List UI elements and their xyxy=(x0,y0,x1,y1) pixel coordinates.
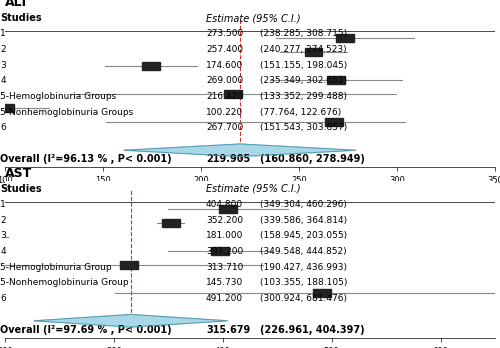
Text: 352.200: 352.200 xyxy=(206,216,243,224)
Bar xyxy=(328,77,345,84)
Text: 491.200: 491.200 xyxy=(206,294,243,303)
Text: 267.700: 267.700 xyxy=(206,124,243,132)
Text: (190.427, 436.993): (190.427, 436.993) xyxy=(260,263,347,271)
Bar xyxy=(0,104,14,112)
Text: 257.400: 257.400 xyxy=(206,45,243,54)
Text: Estimate (95% C.I.): Estimate (95% C.I.) xyxy=(206,184,300,194)
Text: 4: 4 xyxy=(0,77,6,85)
Polygon shape xyxy=(124,144,356,157)
Text: (226.961, 404.397): (226.961, 404.397) xyxy=(260,325,364,335)
Bar xyxy=(162,219,180,227)
Text: (77.764, 122.676): (77.764, 122.676) xyxy=(260,108,341,117)
Text: Overall (I²=96.13 % , P< 0.001): Overall (I²=96.13 % , P< 0.001) xyxy=(0,154,172,164)
Bar xyxy=(314,289,331,297)
Text: (339.586, 364.814): (339.586, 364.814) xyxy=(260,216,347,224)
Text: 2: 2 xyxy=(0,216,6,224)
Text: (235.349, 302.651): (235.349, 302.651) xyxy=(260,77,347,85)
Polygon shape xyxy=(34,315,228,327)
Bar xyxy=(211,247,228,255)
Text: AST: AST xyxy=(5,167,32,180)
Text: 404.800: 404.800 xyxy=(206,200,243,209)
Text: Estimate (95% C.I.): Estimate (95% C.I.) xyxy=(206,13,300,23)
Text: 2: 2 xyxy=(0,45,6,54)
Text: 219.905: 219.905 xyxy=(206,154,250,164)
Text: 273.500: 273.500 xyxy=(206,30,243,38)
Text: ALT: ALT xyxy=(5,0,29,9)
Text: 181.000: 181.000 xyxy=(206,231,244,240)
Text: 5-Nonhemoglobinuria Group: 5-Nonhemoglobinuria Group xyxy=(0,278,128,287)
Text: 269.000: 269.000 xyxy=(206,77,243,85)
Text: 6: 6 xyxy=(0,124,6,132)
Text: (349.548, 444.852): (349.548, 444.852) xyxy=(260,247,346,256)
Text: 313.710: 313.710 xyxy=(206,263,244,271)
Text: 4: 4 xyxy=(0,247,6,256)
Text: 100.220: 100.220 xyxy=(206,108,243,117)
Bar xyxy=(304,48,322,56)
Text: (240.277, 274.523): (240.277, 274.523) xyxy=(260,45,346,54)
Text: (151.155, 198.045): (151.155, 198.045) xyxy=(260,61,347,70)
Text: 6: 6 xyxy=(0,294,6,303)
Text: 1: 1 xyxy=(0,200,6,209)
Text: (300.924, 681.476): (300.924, 681.476) xyxy=(260,294,347,303)
Text: 397.200: 397.200 xyxy=(206,247,243,256)
Text: (103.355, 188.105): (103.355, 188.105) xyxy=(260,278,347,287)
Text: (160.860, 278.949): (160.860, 278.949) xyxy=(260,154,364,164)
Text: Studies: Studies xyxy=(0,13,42,23)
Text: 145.730: 145.730 xyxy=(206,278,243,287)
Bar xyxy=(142,62,160,70)
Text: 174.600: 174.600 xyxy=(206,61,243,70)
Text: 3: 3 xyxy=(0,231,6,240)
Text: 5-Hemoglobinuria Group: 5-Hemoglobinuria Group xyxy=(0,263,112,271)
Text: 315.679: 315.679 xyxy=(206,325,250,335)
Text: (158.945, 203.055): (158.945, 203.055) xyxy=(260,231,347,240)
Text: Studies: Studies xyxy=(0,184,42,194)
Text: Overall (I²=97.69 % , P< 0.001): Overall (I²=97.69 % , P< 0.001) xyxy=(0,325,172,335)
Text: 1: 1 xyxy=(0,30,6,38)
Bar xyxy=(224,90,242,98)
Text: 5-Hemoglobinuria Groups: 5-Hemoglobinuria Groups xyxy=(0,92,116,101)
Text: 3: 3 xyxy=(0,61,6,70)
Text: (349.304, 460.296): (349.304, 460.296) xyxy=(260,200,346,209)
Bar xyxy=(120,261,138,269)
Bar xyxy=(325,118,342,126)
Text: 5-Nonhemoglobinuria Groups: 5-Nonhemoglobinuria Groups xyxy=(0,108,134,117)
Text: (151.543, 303.857): (151.543, 303.857) xyxy=(260,124,347,132)
Text: 216.420: 216.420 xyxy=(206,92,243,101)
Bar xyxy=(336,34,354,42)
Text: (238.285, 308.715): (238.285, 308.715) xyxy=(260,30,347,38)
Text: (133.352, 299.488): (133.352, 299.488) xyxy=(260,92,347,101)
Bar xyxy=(219,205,237,213)
